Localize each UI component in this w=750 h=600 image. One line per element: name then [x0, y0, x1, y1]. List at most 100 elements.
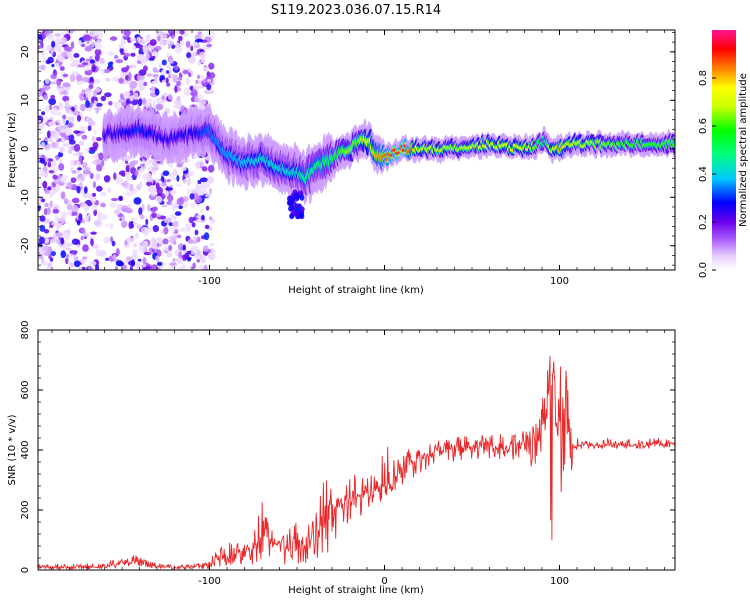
heatmap-speckle [168, 244, 173, 252]
heatmap-speckle [129, 83, 136, 91]
heatmap-speckle [41, 198, 46, 203]
heatmap-speckle [206, 43, 213, 48]
heatmap-speckle [82, 256, 88, 260]
heatmap-speckle [178, 205, 183, 209]
heatmap-speckle [130, 64, 137, 69]
heatmap-speckle [125, 256, 132, 261]
heatmap-speckle [187, 72, 192, 78]
heatmap-speckle [161, 69, 167, 76]
heatmap-speckle [38, 206, 41, 212]
heatmap-speckle [200, 58, 206, 63]
heatmap-speckle [151, 212, 158, 219]
heatmap-speckle [41, 111, 46, 116]
heatmap-speckle [57, 174, 62, 179]
heatmap-speckle [168, 173, 174, 178]
heatmap-speckle [70, 63, 75, 67]
heatmap-speckle [96, 38, 102, 44]
heatmap-speckle [155, 255, 160, 262]
heatmap-speckle [126, 65, 130, 71]
heatmap-speckle [42, 180, 48, 189]
heatmap-speckle [69, 55, 74, 61]
heatmap-speckle [190, 89, 198, 98]
colorbar-tick-label: 0.8 [698, 70, 709, 86]
heatmap-speckle [206, 84, 212, 91]
heatmap-speckle [79, 259, 88, 263]
colorbar: 0.0 0.2 0.4 0.6 0.8 Normalized spectral ampl… [698, 30, 749, 278]
heatmap-speckle [76, 115, 82, 122]
heatmap-speckle [204, 224, 210, 229]
snr-xlabel: Height of straight line (km) [288, 585, 424, 596]
heatmap-speckle [100, 191, 107, 197]
heatmap-speckle [188, 216, 194, 224]
heatmap-speckle [118, 77, 124, 84]
heatmap-speckle [62, 73, 69, 78]
heatmap-speckle [195, 79, 199, 85]
heatmap-speckle [59, 105, 63, 110]
heatmap-ridge-cell [299, 206, 305, 213]
heatmap-speckle [39, 157, 46, 164]
heatmap-speckle [173, 104, 179, 109]
heatmap-speckle [119, 218, 123, 221]
heatmap-speckle [183, 87, 192, 96]
snr-ylabel: SNR (10 * v/v) [7, 414, 18, 485]
heatmap-speckle [136, 36, 141, 42]
heatmap-speckle [142, 240, 149, 247]
x-tick-label: 0 [381, 576, 387, 587]
heatmap-speckle [146, 159, 152, 166]
y-tick-label: 10 [20, 94, 31, 107]
heatmap-speckle [139, 214, 145, 220]
heatmap-speckle [185, 40, 191, 48]
heatmap-speckle [38, 236, 45, 245]
heatmap-speckle [59, 146, 65, 154]
heatmap-speckle [157, 267, 161, 270]
heatmap-speckle [38, 125, 43, 130]
heatmap-speckle [132, 221, 138, 225]
heatmap-speckle [105, 223, 109, 227]
heatmap-speckle [179, 30, 185, 35]
heatmap-speckle [70, 166, 74, 172]
heatmap-speckle [76, 220, 81, 226]
heatmap-speckle [109, 202, 117, 209]
heatmap-speckle [62, 241, 70, 250]
heatmap-speckle [90, 41, 95, 48]
heatmap-speckle [104, 92, 112, 98]
heatmap-speckle [55, 154, 60, 161]
heatmap-ridge-cell [294, 194, 300, 200]
heatmap-speckle [196, 85, 204, 89]
colorbar-gradient [712, 30, 736, 270]
heatmap-speckle [174, 229, 179, 234]
heatmap-speckle [143, 57, 149, 63]
heatmap-speckle [63, 46, 72, 52]
heatmap-speckle [156, 261, 163, 266]
heatmap-speckle [58, 163, 65, 171]
heatmap-speckle [79, 105, 83, 111]
heatmap-speckle [92, 89, 98, 97]
heatmap-speckle [146, 175, 153, 183]
y-tick-label: 0 [20, 567, 31, 573]
heatmap-speckle [110, 197, 119, 202]
heatmap-speckle [150, 264, 159, 270]
heatmap-speckle [192, 41, 199, 47]
heatmap-speckle [69, 74, 76, 83]
heatmap-speckle [134, 170, 139, 177]
heatmap-speckle [113, 172, 117, 180]
x-tick-label: -100 [198, 576, 221, 587]
heatmap-speckle [131, 253, 138, 260]
heatmap-speckle [150, 85, 155, 94]
heatmap-speckle [201, 166, 208, 172]
heatmap-speckle [182, 250, 188, 254]
heatmap-speckle [152, 67, 158, 72]
heatmap-speckle [78, 40, 82, 46]
heatmap-speckle [94, 79, 100, 84]
heatmap-speckle [200, 255, 207, 263]
heatmap-speckle [63, 233, 71, 241]
heatmap-speckle [88, 84, 94, 90]
heatmap-speckle [86, 265, 93, 270]
heatmap-speckle [198, 159, 204, 163]
heatmap-speckle [43, 218, 51, 224]
heatmap-speckle [95, 102, 103, 107]
heatmap-speckle [189, 171, 195, 176]
heatmap-speckle [61, 128, 67, 133]
heatmap-speckle [109, 223, 114, 230]
heatmap-speckle [47, 186, 52, 191]
